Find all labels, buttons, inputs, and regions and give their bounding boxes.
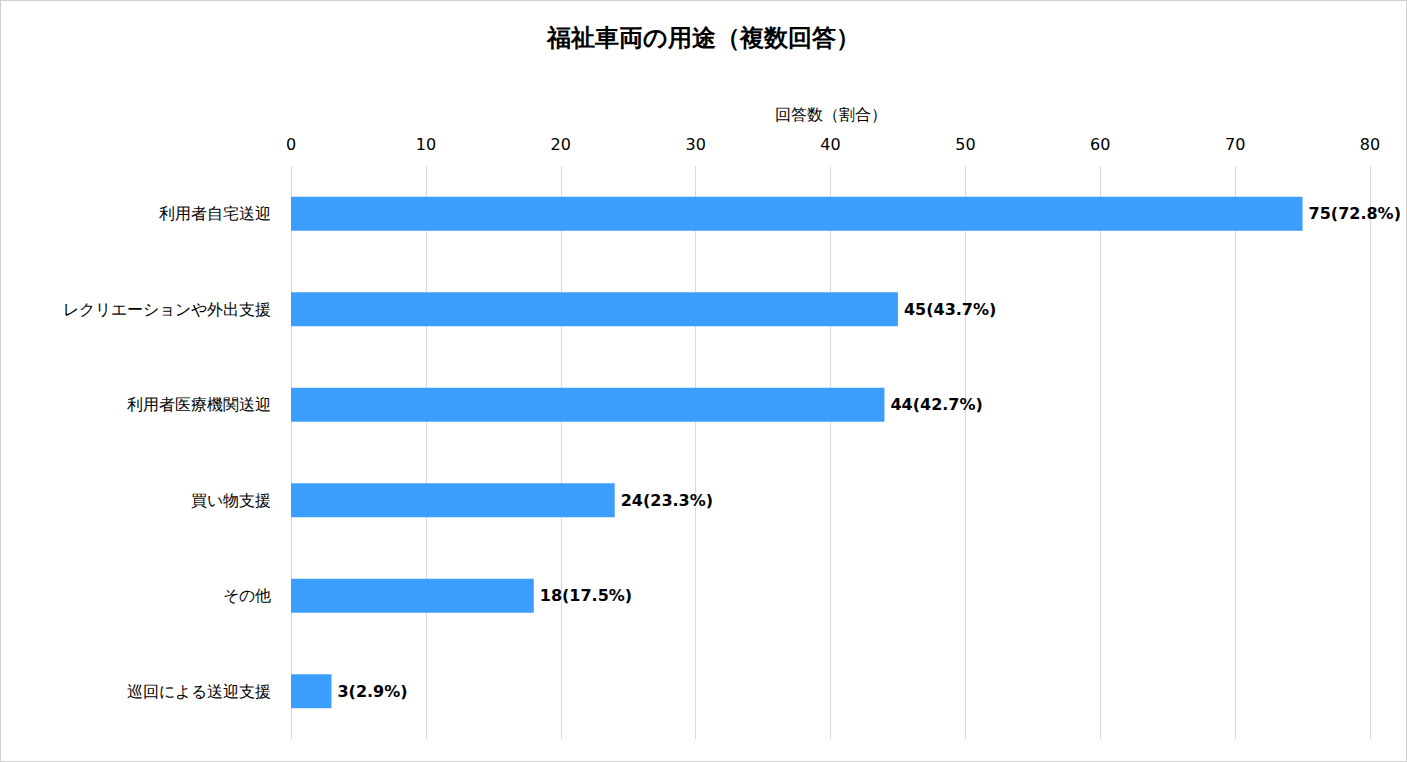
svg-text:30: 30	[685, 135, 705, 154]
svg-text:利用者自宅送迎: 利用者自宅送迎	[159, 204, 271, 223]
svg-text:45(43.7%): 45(43.7%)	[904, 300, 996, 319]
svg-text:10: 10	[416, 135, 436, 154]
svg-text:巡回による送迎支援: 巡回による送迎支援	[127, 682, 271, 701]
svg-text:回答数（割合）: 回答数（割合）	[775, 105, 887, 124]
svg-text:利用者医療機関送迎: 利用者医療機関送迎	[127, 395, 271, 414]
svg-text:60: 60	[1090, 135, 1110, 154]
svg-text:80: 80	[1360, 135, 1380, 154]
svg-text:0: 0	[286, 135, 296, 154]
svg-text:70: 70	[1225, 135, 1245, 154]
svg-text:75(72.8%): 75(72.8%)	[1309, 204, 1401, 223]
svg-text:レクリエーションや外出支援: レクリエーションや外出支援	[63, 300, 271, 319]
svg-text:24(23.3%): 24(23.3%)	[621, 491, 713, 510]
svg-text:44(42.7%): 44(42.7%)	[890, 395, 982, 414]
svg-text:その他: その他	[223, 586, 271, 605]
svg-text:40: 40	[820, 135, 840, 154]
svg-text:20: 20	[551, 135, 571, 154]
svg-text:50: 50	[955, 135, 975, 154]
svg-text:買い物支援: 買い物支援	[191, 491, 271, 510]
svg-text:18(17.5%): 18(17.5%)	[540, 586, 632, 605]
svg-text:福祉車両の用途（複数回答）: 福祉車両の用途（複数回答）	[546, 24, 860, 52]
svg-text:3(2.9%): 3(2.9%)	[337, 682, 407, 701]
